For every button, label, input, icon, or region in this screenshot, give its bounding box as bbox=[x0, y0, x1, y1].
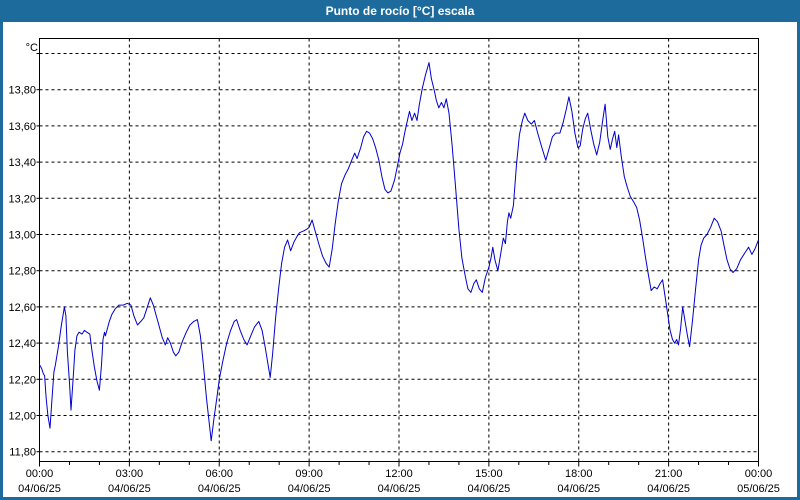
x-axis-time-label: 12:00 bbox=[385, 468, 413, 480]
y-axis-label: 12,60 bbox=[8, 302, 36, 314]
x-axis-date-label: 04/06/25 bbox=[18, 483, 61, 495]
chart-area: 13,80 13,60 13,40 13,20 13,00 12,80 12,60 12,40… bbox=[3, 22, 797, 497]
y-axis-label: 12,40 bbox=[8, 338, 36, 350]
y-axis-label: 13,60 bbox=[8, 121, 36, 133]
title-bar: Punto de rocío [°C] escala bbox=[0, 0, 800, 22]
y-axis-label: 13,00 bbox=[8, 230, 36, 242]
x-axis-date-label: 04/06/25 bbox=[467, 483, 510, 495]
x-axis-time-label: 21:00 bbox=[655, 468, 683, 480]
dew-point-line bbox=[39, 62, 759, 442]
y-axis-unit-label: °C bbox=[26, 42, 38, 54]
x-axis-time-label: 15:00 bbox=[475, 468, 503, 480]
x-axis-date-label: 04/06/25 bbox=[108, 483, 151, 495]
x-axis-date-label: 04/06/25 bbox=[647, 483, 690, 495]
y-axis-label: 13,20 bbox=[8, 193, 36, 205]
x-axis-date-label: 04/06/25 bbox=[557, 483, 600, 495]
x-axis-time-label: 03:00 bbox=[116, 468, 144, 480]
x-axis-time-label: 18:00 bbox=[565, 468, 593, 480]
x-axis-time-label: 06:00 bbox=[205, 468, 233, 480]
x-axis-date-label: 04/06/25 bbox=[288, 483, 331, 495]
window-title: Punto de rocío [°C] escala bbox=[325, 4, 475, 18]
x-axis-date-label: 04/06/25 bbox=[378, 483, 421, 495]
x-axis-time-label: 09:00 bbox=[295, 468, 323, 480]
x-axis-time-label: 00:00 bbox=[26, 468, 54, 480]
dew-point-chart-canvas: 13,80 13,60 13,40 13,20 13,00 12,80 12,60 12,40… bbox=[8, 38, 780, 495]
y-axis-label: 13,40 bbox=[8, 157, 36, 169]
plot-border bbox=[39, 38, 759, 462]
x-axis-time-label: 00:00 bbox=[745, 468, 773, 480]
y-axis-label: 11,80 bbox=[9, 447, 36, 459]
x-axis-date-label: 04/06/25 bbox=[198, 483, 241, 495]
y-axis-label: 12,00 bbox=[8, 411, 36, 423]
y-axis-label: 12,20 bbox=[8, 374, 36, 386]
y-axis-label: 12,80 bbox=[8, 266, 36, 278]
y-axis-label: 13,80 bbox=[8, 85, 36, 97]
x-axis-date-label: 05/06/25 bbox=[737, 483, 780, 495]
